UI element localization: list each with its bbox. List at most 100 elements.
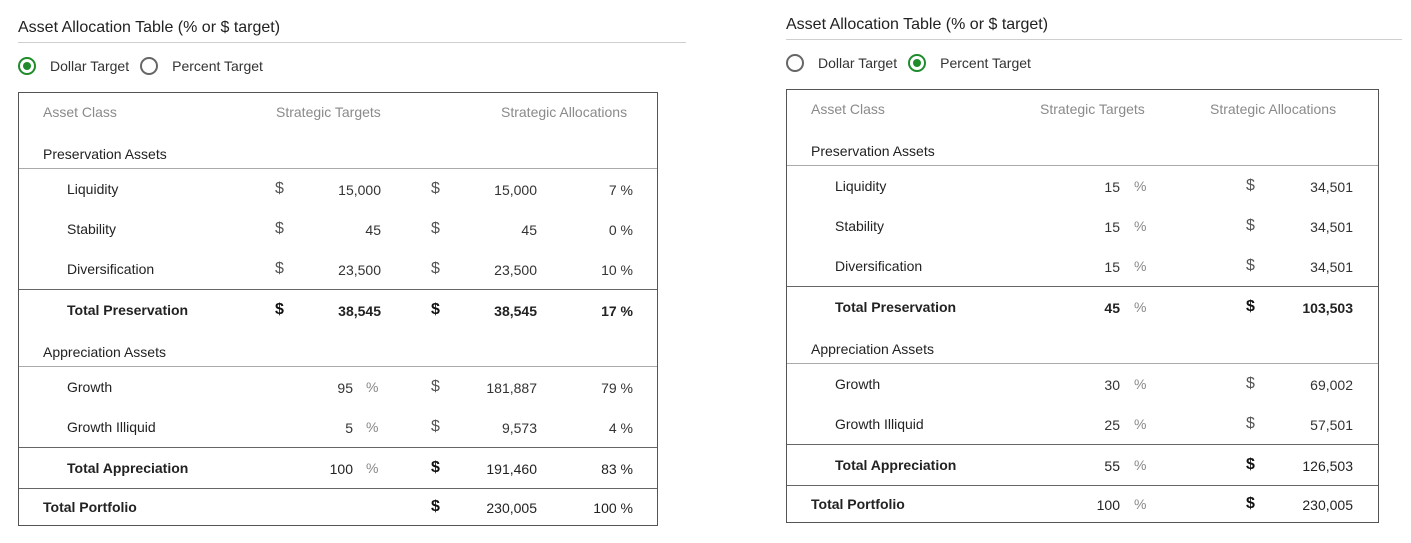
- percent-sign: %: [1134, 299, 1147, 315]
- target-value: 5: [345, 420, 353, 436]
- section-appreciation-assets: Appreciation Assets: [43, 344, 166, 360]
- header-asset-class: Asset Class: [43, 104, 117, 120]
- section-preservation-assets: Preservation Assets: [811, 143, 935, 159]
- header-asset-class: Asset Class: [811, 101, 885, 117]
- row-label-total-portfolio: Total Portfolio: [43, 499, 137, 515]
- dollar-sign: $: [275, 220, 284, 237]
- row-label-growth: Growth: [835, 376, 881, 392]
- percent-sign: %: [1134, 416, 1147, 432]
- row-label-total-preservation: Total Preservation: [835, 299, 957, 315]
- target-type-radio-group: Dollar Target Percent Target: [18, 55, 274, 77]
- allocation-table: Asset Class Strategic Targets Strategic …: [18, 92, 658, 526]
- row-label-growth-illiquid: Growth Illiquid: [835, 416, 924, 432]
- dollar-sign: $: [1246, 298, 1255, 315]
- target-type-radio-group: Dollar Target Percent Target: [786, 52, 1042, 74]
- allocation-value: 230,005: [486, 500, 537, 516]
- dollar-sign: $: [431, 220, 440, 237]
- row-divider: [787, 485, 1378, 486]
- percent-sign: %: [1134, 218, 1147, 234]
- allocation-value: 126,503: [1302, 458, 1353, 474]
- row-divider: [19, 289, 657, 290]
- target-value: 100: [329, 461, 353, 477]
- allocation-table: Asset Class Strategic Targets Strategic …: [786, 89, 1379, 523]
- percent-target-label[interactable]: Percent Target: [172, 58, 263, 74]
- row-label-total-appreciation: Total Appreciation: [835, 457, 957, 473]
- percent-target-label[interactable]: Percent Target: [940, 55, 1031, 71]
- percent-sign: %: [1134, 178, 1147, 194]
- percent-target-radio[interactable]: [140, 57, 159, 75]
- allocation-value: 23,500: [494, 262, 537, 278]
- dollar-target-radio[interactable]: [18, 57, 36, 75]
- target-value: 15: [1104, 219, 1120, 235]
- header-strategic-targets: Strategic Targets: [276, 104, 381, 120]
- percent-sign: %: [366, 460, 379, 476]
- allocation-percent: 10 %: [601, 262, 633, 278]
- row-label-growth: Growth: [67, 379, 113, 395]
- dollar-target-label[interactable]: Dollar Target: [50, 58, 130, 74]
- target-value: 95: [337, 380, 353, 396]
- allocation-percent: 17 %: [601, 303, 633, 319]
- row-label-diversification: Diversification: [835, 258, 923, 274]
- row-label-growth-illiquid: Growth Illiquid: [67, 419, 156, 435]
- panel-title: Asset Allocation Table (% or $ target): [786, 16, 1049, 33]
- dollar-sign: $: [275, 301, 284, 318]
- percent-sign: %: [1134, 376, 1147, 392]
- title-divider: [786, 39, 1402, 40]
- dollar-sign: $: [431, 418, 440, 435]
- row-label-stability: Stability: [67, 221, 117, 237]
- dollar-sign: $: [431, 260, 440, 277]
- allocation-percent: 4 %: [608, 420, 633, 436]
- header-strategic-allocations: Strategic Allocations: [501, 104, 628, 120]
- target-value: 38,545: [338, 303, 381, 319]
- dollar-sign: $: [431, 459, 440, 476]
- row-label-liquidity: Liquidity: [835, 178, 887, 194]
- percent-target-radio[interactable]: [908, 54, 927, 72]
- allocation-percent: 79 %: [601, 380, 633, 396]
- percent-sign: %: [1134, 457, 1147, 473]
- dollar-sign: $: [275, 260, 284, 277]
- allocation-value: 38,545: [494, 303, 537, 319]
- dollar-sign: $: [1246, 375, 1255, 392]
- allocation-percent: 0 %: [608, 222, 633, 238]
- row-divider: [787, 286, 1378, 287]
- allocation-value: 9,573: [501, 420, 537, 436]
- dollar-sign: $: [431, 498, 440, 515]
- allocation-percent: 100 %: [593, 500, 633, 516]
- title-divider: [18, 42, 686, 43]
- dollar-sign: $: [1246, 177, 1255, 194]
- row-divider: [787, 165, 1378, 166]
- dollar-sign: $: [1246, 495, 1255, 512]
- dollar-sign: $: [275, 180, 284, 197]
- dollar-sign: $: [1246, 217, 1255, 234]
- allocation-value: 191,460: [486, 461, 537, 477]
- allocation-value: 34,501: [1310, 219, 1353, 235]
- section-appreciation-assets: Appreciation Assets: [811, 341, 934, 357]
- section-preservation-assets: Preservation Assets: [43, 146, 167, 162]
- dollar-target-radio[interactable]: [786, 54, 804, 72]
- percent-sign: %: [366, 419, 379, 435]
- dollar-target-label[interactable]: Dollar Target: [818, 55, 898, 71]
- dollar-sign: $: [431, 378, 440, 395]
- allocation-value: 34,501: [1310, 179, 1353, 195]
- allocation-value: 45: [521, 222, 537, 238]
- target-value: 100: [1096, 497, 1120, 513]
- left-panel: Asset Allocation Table (% or $ target) D…: [18, 0, 686, 543]
- row-divider: [19, 366, 657, 367]
- dollar-sign: $: [431, 301, 440, 318]
- target-value: 45: [1104, 300, 1120, 316]
- target-value: 45: [365, 222, 381, 238]
- row-label-stability: Stability: [835, 218, 885, 234]
- row-label-total-portfolio: Total Portfolio: [811, 496, 905, 512]
- dollar-sign: $: [1246, 257, 1255, 274]
- row-divider: [19, 168, 657, 169]
- percent-sign: %: [1134, 496, 1147, 512]
- row-divider: [19, 488, 657, 489]
- panel-title: Asset Allocation Table (% or $ target): [18, 19, 281, 36]
- allocation-value: 57,501: [1310, 417, 1353, 433]
- row-divider: [787, 363, 1378, 364]
- allocation-percent: 83 %: [601, 461, 633, 477]
- row-divider: [787, 444, 1378, 445]
- percent-sign: %: [1134, 258, 1147, 274]
- row-label-liquidity: Liquidity: [67, 181, 119, 197]
- allocation-value: 15,000: [494, 182, 537, 198]
